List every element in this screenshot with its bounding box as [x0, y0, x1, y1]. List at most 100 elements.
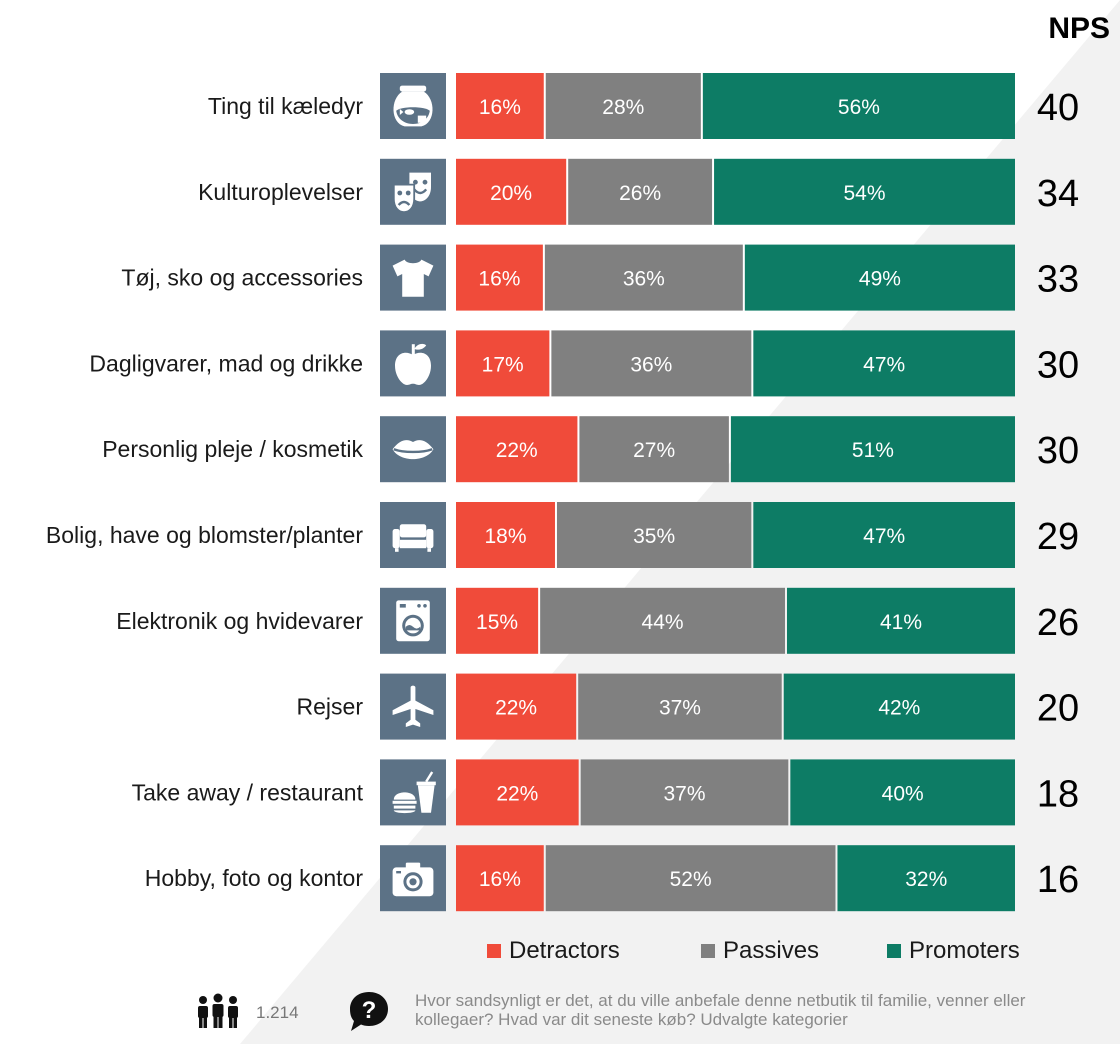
survey-question: Hvor sandsynligt er det, at du ville anb…: [415, 991, 1026, 1029]
sample-size: 1.214: [256, 1003, 299, 1022]
data-label: 42%: [878, 697, 920, 720]
data-label: 36%: [623, 268, 665, 291]
bar-segment-promoters: [730, 416, 1015, 483]
data-label: 40%: [882, 782, 924, 805]
nps-value: 30: [1037, 344, 1079, 386]
bar-segment-promoters: [744, 244, 1015, 311]
question-bubble-icon: ?: [350, 992, 388, 1031]
people-icon: [198, 993, 238, 1028]
data-label: 27%: [633, 439, 675, 462]
data-label: 54%: [844, 182, 886, 205]
bar-segment-passives: [540, 587, 785, 654]
bar-segment-promoters: [783, 673, 1015, 740]
data-label: 37%: [659, 697, 701, 720]
camera-icon: [392, 862, 434, 897]
bar-segment-passives: [568, 158, 713, 225]
data-label: 18%: [484, 525, 526, 548]
bar-segment-detractors: [456, 244, 543, 311]
nps-value: 26: [1037, 602, 1079, 644]
data-label: 51%: [852, 439, 894, 462]
bar-segment-promoters: [753, 502, 1015, 568]
nps-value: 40: [1037, 87, 1079, 129]
bar-segment-passives: [579, 416, 729, 483]
nps-column-header: NPS: [1048, 12, 1110, 45]
category-label: Elektronik og hvidevarer: [116, 608, 363, 634]
bar-segment-passives: [580, 759, 789, 826]
category-label: Tøj, sko og accessories: [121, 265, 363, 291]
nps-value: 33: [1037, 259, 1079, 301]
bar-segment-detractors: [456, 587, 539, 654]
bar-segment-promoters: [753, 330, 1015, 397]
legend-swatch-detractors: [487, 944, 501, 958]
data-label: 20%: [490, 182, 532, 205]
bar-segment-passives: [545, 845, 836, 912]
data-label: 49%: [859, 268, 901, 291]
nps-value: 18: [1037, 773, 1079, 815]
nps-value: 30: [1037, 430, 1079, 472]
category-label: Personlig pleje / kosmetik: [102, 436, 363, 462]
bar-segment-detractors: [456, 330, 550, 397]
bar-segment-detractors: [456, 73, 544, 139]
category-label: Rejser: [297, 694, 364, 720]
category-label: Hobby, foto og kontor: [145, 865, 364, 891]
data-label: 47%: [863, 353, 905, 376]
bar-segment-promoters: [714, 158, 1015, 225]
legend-swatch-passives: [701, 944, 715, 958]
nps-value: 16: [1037, 859, 1079, 901]
data-label: 47%: [863, 525, 905, 548]
nps-value: 20: [1037, 688, 1079, 730]
data-label: 22%: [496, 439, 538, 462]
washing-machine-icon: [396, 600, 430, 642]
bar-segment-detractors: [456, 845, 544, 912]
bar-segment-passives: [551, 330, 752, 397]
legend-label-detractors: Detractors: [509, 937, 620, 964]
bar-segment-promoters: [786, 587, 1015, 654]
legend-item-detractors: Detractors: [487, 934, 620, 968]
bar-segment-passives: [578, 673, 782, 740]
bar-segment-passives: [544, 244, 743, 311]
category-label: Dagligvarer, mad og drikke: [89, 350, 363, 376]
legend-label-passives: Passives: [723, 937, 820, 964]
svg-text:?: ?: [362, 997, 377, 1024]
nps-value: 34: [1037, 173, 1079, 215]
bar-segment-passives: [556, 502, 752, 568]
bar-segment-promoters: [702, 73, 1015, 139]
category-label: Kulturoplevelser: [198, 179, 363, 205]
bar-segment-detractors: [456, 673, 577, 740]
data-label: 56%: [838, 96, 880, 119]
data-label: 28%: [602, 96, 644, 119]
legend: Detractors Passives Promoters: [0, 934, 1120, 968]
data-label: 52%: [670, 868, 712, 891]
data-label: 36%: [630, 353, 672, 376]
data-label: 22%: [495, 697, 537, 720]
data-label: 22%: [496, 782, 538, 805]
category-label: Ting til kæledyr: [208, 93, 363, 119]
data-label: 32%: [905, 868, 947, 891]
legend-swatch-promoters: [887, 944, 901, 958]
bar-segment-promoters: [837, 845, 1015, 912]
data-label: 41%: [880, 611, 922, 634]
bar-segment-detractors: [456, 416, 578, 483]
category-icon-box: [380, 759, 446, 826]
data-label: 16%: [479, 96, 521, 119]
data-label: 26%: [619, 182, 661, 205]
bar-segment-passives: [545, 73, 701, 139]
category-label: Take away / restaurant: [132, 779, 364, 805]
bar-segment-detractors: [456, 158, 567, 225]
bar-segment-detractors: [456, 502, 555, 568]
footer: 1.214 ? Hvor sandsynligt er det, at du v…: [0, 985, 1120, 1040]
data-label: 16%: [478, 268, 520, 291]
bar-segment-promoters: [790, 759, 1015, 826]
bar-segment-detractors: [456, 759, 579, 826]
legend-item-promoters: Promoters: [887, 934, 1020, 968]
data-label: 44%: [642, 611, 684, 634]
category-label: Bolig, have og blomster/planter: [46, 522, 363, 548]
legend-label-promoters: Promoters: [909, 937, 1020, 964]
data-label: 35%: [633, 525, 675, 548]
data-label: 15%: [476, 611, 518, 634]
nps-value: 29: [1037, 516, 1079, 558]
data-label: 37%: [663, 782, 705, 805]
legend-item-passives: Passives: [701, 934, 819, 968]
data-label: 17%: [482, 353, 524, 376]
